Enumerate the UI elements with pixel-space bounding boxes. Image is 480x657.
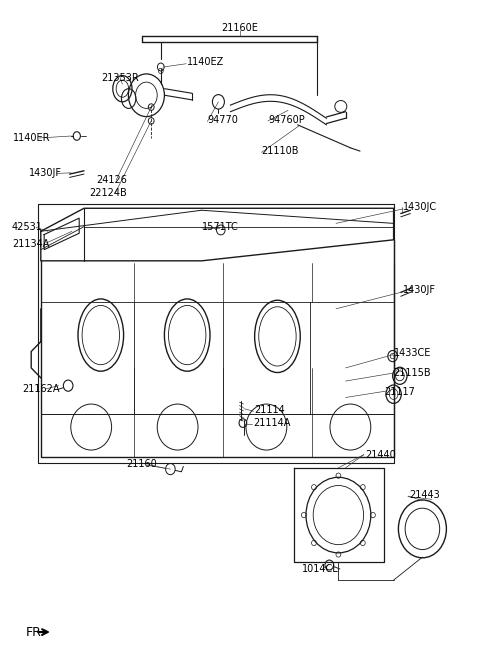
Text: 21114: 21114 bbox=[254, 405, 285, 415]
Text: 1140ER: 1140ER bbox=[13, 133, 51, 143]
Text: 1140EZ: 1140EZ bbox=[187, 57, 225, 67]
Text: 42531: 42531 bbox=[12, 222, 43, 233]
Text: 21443: 21443 bbox=[409, 490, 440, 501]
Text: 22124B: 22124B bbox=[89, 188, 127, 198]
Text: 21110B: 21110B bbox=[262, 146, 299, 156]
Text: 21134A: 21134A bbox=[12, 239, 49, 250]
Text: FR.: FR. bbox=[25, 625, 45, 639]
Text: 1571TC: 1571TC bbox=[202, 221, 239, 232]
Text: 1433CE: 1433CE bbox=[394, 348, 431, 359]
Text: 21115B: 21115B bbox=[394, 368, 431, 378]
Text: 24126: 24126 bbox=[96, 175, 127, 185]
Text: 1014CL: 1014CL bbox=[302, 564, 339, 574]
Text: 1430JF: 1430JF bbox=[29, 168, 62, 179]
Text: 94760P: 94760P bbox=[269, 114, 306, 125]
Text: 21160: 21160 bbox=[126, 459, 156, 469]
Text: 21117: 21117 bbox=[384, 386, 415, 397]
Text: 21440: 21440 bbox=[365, 449, 396, 460]
Text: 1430JC: 1430JC bbox=[403, 202, 437, 212]
Text: 21353R: 21353R bbox=[101, 72, 139, 83]
Text: 21114A: 21114A bbox=[253, 418, 290, 428]
Text: 1430JF: 1430JF bbox=[403, 285, 436, 296]
Text: 21160E: 21160E bbox=[222, 22, 258, 33]
Text: 94770: 94770 bbox=[207, 114, 238, 125]
Text: 21162A: 21162A bbox=[23, 384, 60, 394]
